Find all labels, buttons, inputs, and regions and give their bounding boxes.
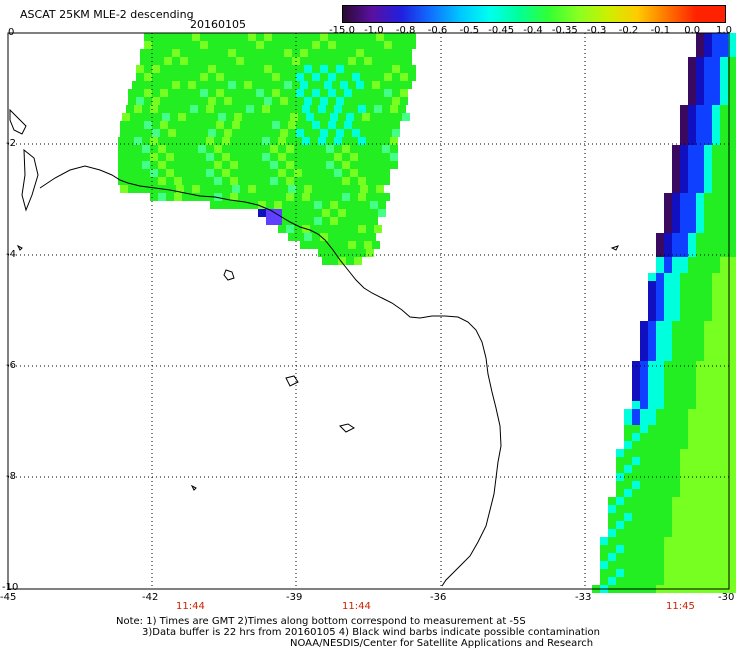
colorbar-label: -15.0 xyxy=(329,25,355,36)
colorbar-label: -0.4 xyxy=(523,25,543,36)
lon-label-33: -33 xyxy=(575,592,592,603)
colorbar-label: -0.3 xyxy=(586,25,607,36)
colorbar-swatch xyxy=(636,6,667,22)
colorbar-label: -1.0 xyxy=(364,25,384,36)
colorbar-label: 0.0 xyxy=(684,25,701,36)
lat-label-10: -10 xyxy=(2,582,19,593)
colorbar-swatch xyxy=(695,6,726,22)
plot-frame xyxy=(7,32,730,590)
note-line-2: 3)Data buffer is 22 hrs from 20160105 4)… xyxy=(142,627,600,638)
lat-label-4: -4 xyxy=(6,249,16,260)
time-label-1: 11:44 xyxy=(176,601,205,612)
colorbar-swatch xyxy=(578,6,608,22)
coastline xyxy=(39,165,502,587)
colorbar-label: -0.8 xyxy=(395,25,416,36)
lon-label-36: -36 xyxy=(430,592,447,603)
colorbar-label: -0.35 xyxy=(551,25,578,36)
lat-label-8: -8 xyxy=(6,471,16,482)
map-title: ASCAT 25KM MLE-2 descending xyxy=(20,8,194,21)
lat-label-2: -2 xyxy=(6,138,16,149)
swath-right xyxy=(592,33,736,593)
lat-label-0: 0 xyxy=(8,27,15,38)
colorbar-swatch xyxy=(666,6,696,22)
colorbar-swatch xyxy=(489,6,520,22)
colorbar-label: -0.6 xyxy=(427,25,448,36)
colorbar-swatch xyxy=(548,6,579,22)
colorbar-swatch xyxy=(607,6,637,22)
lon-label-42: -42 xyxy=(142,592,159,603)
colorbar-swatch xyxy=(372,6,402,22)
lon-label-30: -30 xyxy=(718,592,735,603)
colorbar xyxy=(342,5,726,23)
colorbar-swatch xyxy=(343,6,373,22)
time-label-3: 11:45 xyxy=(666,601,695,612)
note-line-1: Note: 1) Times are GMT 2)Times along bot… xyxy=(116,616,526,627)
note-line-3: NOAA/NESDIS/Center for Satellite Applica… xyxy=(290,638,594,649)
colorbar-swatch xyxy=(401,6,432,22)
lon-label-39: -39 xyxy=(286,592,303,603)
colorbar-label: -0.1 xyxy=(650,25,671,36)
colorbar-label: -0.2 xyxy=(618,25,639,36)
lon-label-45: -45 xyxy=(0,592,17,603)
lat-label-6: -6 xyxy=(6,360,16,371)
colorbar-swatch xyxy=(460,6,490,22)
colorbar-label: -0.5 xyxy=(459,25,480,36)
time-label-2: 11:44 xyxy=(342,601,371,612)
colorbar-label: -0.45 xyxy=(488,25,515,36)
grid-lines xyxy=(8,33,729,589)
map-date: 20160105 xyxy=(190,18,246,31)
colorbar-swatch xyxy=(431,6,461,22)
colorbar-swatch xyxy=(519,6,549,22)
swath-left xyxy=(118,33,416,265)
colorbar-label: 1.0 xyxy=(716,25,732,36)
islands xyxy=(9,108,619,491)
